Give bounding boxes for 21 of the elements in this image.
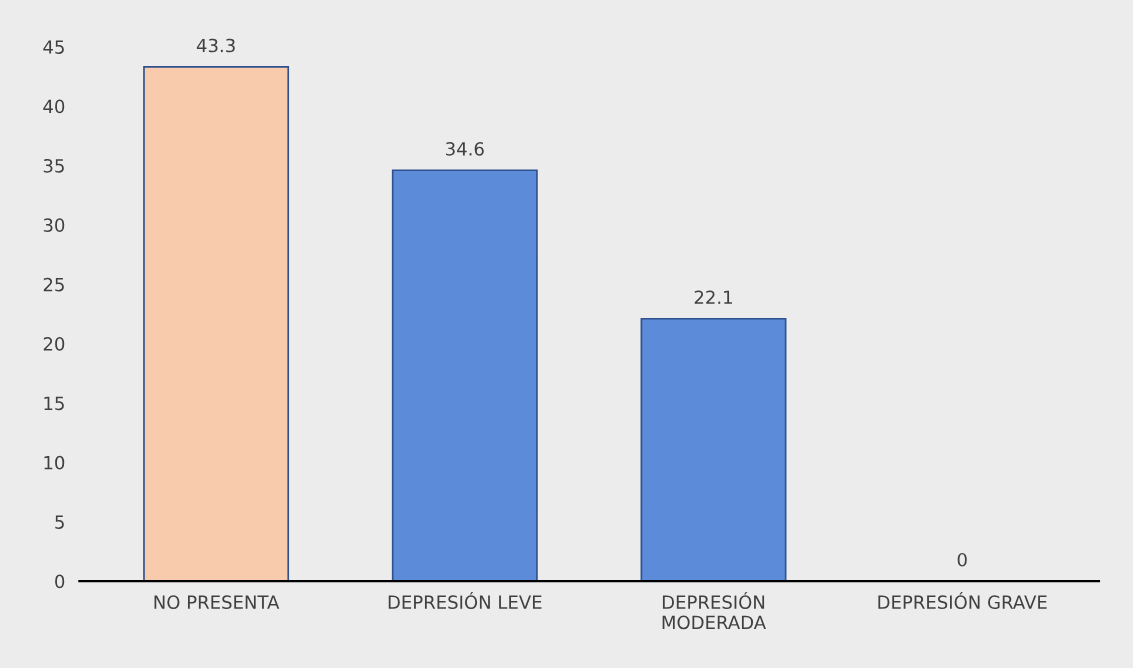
y-tick-label: 30 [43,218,65,233]
y-tick-label: 10 [44,455,65,470]
y-tick-label: 40 [43,99,65,114]
bar [640,317,787,582]
data-label: 0 [957,552,967,567]
bar [391,169,538,582]
y-tick-label: 20 [43,337,65,351]
y-tick-label: 5 [55,515,64,529]
data-label: 34.6 [446,142,484,156]
y-tick-label: 15 [44,396,64,411]
x-tick-label: DEPRESIÓN LEVE [388,592,542,610]
x-tick-label: NO PRESENTA [154,595,280,610]
bar [143,66,290,582]
x-tick-label: DEPRESIÓN MODERADA [662,592,766,630]
y-tick-label: 35 [43,158,64,173]
y-tick-label: 45 [43,40,64,54]
x-tick-label: DEPRESIÓN GRAVE [878,592,1047,610]
y-tick-label: 25 [43,277,64,292]
y-tick-label: 0 [55,574,65,589]
data-label: 43.3 [196,38,235,53]
data-label: 22.1 [694,290,732,304]
